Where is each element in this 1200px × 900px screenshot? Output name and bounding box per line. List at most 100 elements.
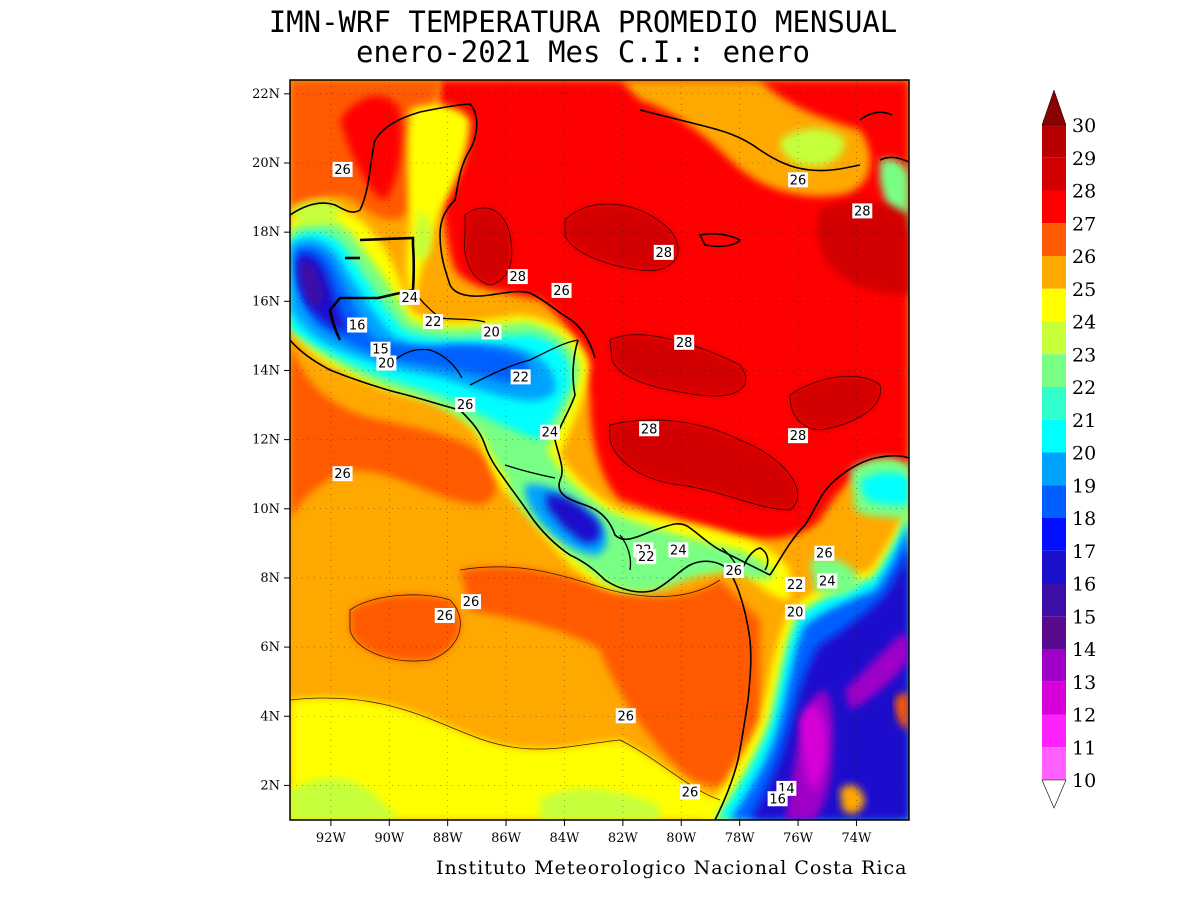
legend-swatch xyxy=(1042,157,1066,191)
legend-value: 14 xyxy=(1072,639,1096,661)
contour-label: 28 xyxy=(674,334,695,351)
contour-label: 24 xyxy=(539,424,560,441)
lon-tick-label: 74W xyxy=(841,831,872,846)
lat-tick-label: 2N xyxy=(260,778,280,793)
contour-label-text: 24 xyxy=(670,543,687,558)
lat-tick-label: 8N xyxy=(260,571,280,586)
lat-tick-label: 20N xyxy=(252,156,280,171)
legend-value: 16 xyxy=(1072,574,1096,596)
contour-label: 24 xyxy=(817,573,838,589)
legend-swatch xyxy=(1042,714,1066,748)
contour-label-box xyxy=(539,424,560,440)
contour-label: 26 xyxy=(680,784,701,800)
contour-label-text: 28 xyxy=(790,429,807,444)
contour-label: 26 xyxy=(461,594,482,610)
contour-label-text: 20 xyxy=(483,325,500,340)
contour-label-text: 26 xyxy=(334,163,351,178)
contour-label: 22 xyxy=(636,549,657,565)
contour-label: 28 xyxy=(639,421,660,437)
contour-label-box xyxy=(817,573,838,589)
contour-label-box xyxy=(481,324,502,340)
lat-tick-label: 18N xyxy=(252,225,280,240)
legend-swatch xyxy=(1042,616,1066,649)
lon-tick-label: 76W xyxy=(783,831,814,846)
contour-label: 26 xyxy=(434,607,455,624)
map-frame xyxy=(289,79,910,821)
contour-label: 20 xyxy=(376,355,397,372)
legend-value: 24 xyxy=(1072,312,1096,334)
contour-label-text: 24 xyxy=(542,426,559,441)
institution-credit: Instituto Meteorologico Nacional Costa R… xyxy=(436,857,908,879)
lat-tick-label: 6N xyxy=(260,640,280,655)
legend-swatch xyxy=(1042,288,1066,322)
contour-label-box xyxy=(668,542,689,558)
contour-label-box xyxy=(434,607,455,623)
contour-label-box xyxy=(455,397,476,413)
legend-value: 25 xyxy=(1072,279,1096,301)
legend-swatch xyxy=(1042,321,1066,355)
contour-label-box xyxy=(680,784,701,800)
legend-value: 27 xyxy=(1072,213,1096,235)
contour-label-box xyxy=(814,545,835,561)
contour-label: 16 xyxy=(767,791,788,807)
contour-label-box xyxy=(615,708,636,724)
contour-label-text: 16 xyxy=(349,319,366,334)
contour-label-text: 16 xyxy=(769,792,786,807)
legend-value: 21 xyxy=(1072,410,1096,432)
coastlines xyxy=(290,103,909,820)
lon-tick-label: 82W xyxy=(608,831,639,846)
contour-label-text: 26 xyxy=(553,284,570,299)
temperature-field xyxy=(290,80,909,820)
contour-label-text: 20 xyxy=(378,357,395,372)
legend-swatch xyxy=(1042,387,1066,420)
contour-label-box xyxy=(551,282,572,298)
contour-label-text: 26 xyxy=(816,547,833,562)
contour-label-box xyxy=(376,355,397,371)
contour-label-box xyxy=(674,334,695,350)
legend-swatch xyxy=(1042,419,1066,453)
contour-label: 20 xyxy=(785,604,806,621)
contour-label-text: 22 xyxy=(425,315,442,330)
lon-tick-label: 78W xyxy=(725,831,756,846)
map-subtitle: enero-2021 Mes C.I.: enero xyxy=(356,35,810,69)
legend-swatch xyxy=(1042,190,1066,224)
contour-label-box xyxy=(723,563,744,579)
contour-label-box xyxy=(423,314,444,330)
contour-label-box xyxy=(399,289,420,305)
legend-value: 11 xyxy=(1072,737,1096,759)
lon-tick-label: 80W xyxy=(666,831,697,846)
contour-label: 24 xyxy=(668,542,689,558)
contour-label-box xyxy=(510,369,531,385)
contour-label-box xyxy=(507,269,528,285)
contour-label: 20 xyxy=(481,324,502,340)
contour-label-text: 28 xyxy=(655,246,672,261)
contour-label-box xyxy=(852,203,873,219)
legend-value: 10 xyxy=(1072,770,1096,792)
legend-value: 26 xyxy=(1072,246,1096,268)
contour-label-text: 22 xyxy=(787,578,804,593)
legend-value: 18 xyxy=(1072,508,1096,530)
contour-label-text: 26 xyxy=(618,709,635,724)
contour-label: 16 xyxy=(347,317,368,334)
lat-tick-label: 16N xyxy=(252,294,280,309)
color-legend: 30 29 28 27 26 25 24 23 22 21 20 19 18 17 16 15 14 13 12 11… xyxy=(1041,89,1096,809)
contour-lines xyxy=(290,203,881,801)
contour-label-box xyxy=(332,161,353,177)
contour-label-text: 28 xyxy=(509,270,526,285)
lat-tick-label: 14N xyxy=(252,363,280,378)
contour-label-box xyxy=(788,172,809,188)
legend-swatch xyxy=(1042,550,1066,584)
legend-value: 19 xyxy=(1072,475,1096,497)
contour-label-box xyxy=(636,549,657,565)
lon-tick-label: 92W xyxy=(316,831,347,846)
contour-label-text: 28 xyxy=(854,204,871,219)
contour-label: 28 xyxy=(788,428,809,444)
map-title: IMN-WRF TEMPERATURA PROMEDIO MENSUAL xyxy=(268,5,898,39)
contour-label-box xyxy=(461,594,482,610)
contour-label-text: 26 xyxy=(682,785,699,800)
lon-tick-label: 84W xyxy=(550,831,581,846)
contour-label: 26 xyxy=(551,282,572,299)
lat-tick-label: 22N xyxy=(252,87,280,102)
legend-overflow-arrow xyxy=(1041,89,1067,126)
